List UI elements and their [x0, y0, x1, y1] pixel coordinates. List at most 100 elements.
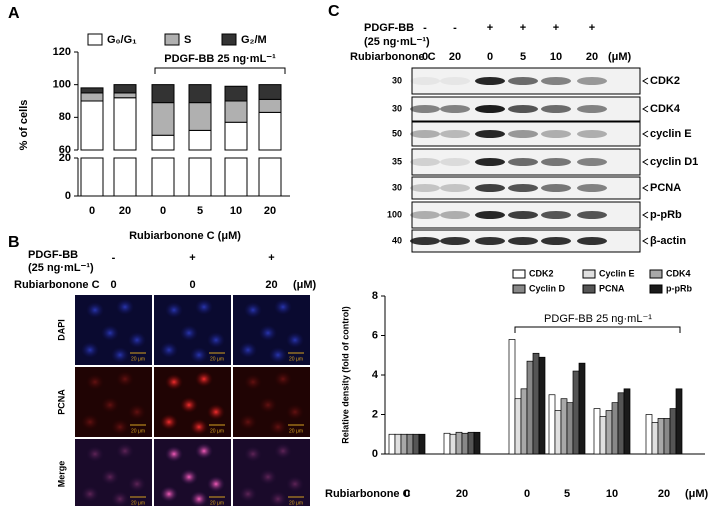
treatment-sign: + — [189, 252, 195, 264]
molecular-weight: 35 — [392, 156, 402, 166]
bar-segment — [188, 129, 212, 197]
band — [475, 211, 505, 219]
y-axis-label: % of cells — [18, 100, 30, 151]
y-tick-label: 8 — [372, 290, 378, 302]
unit: (μM) — [293, 279, 317, 291]
legend-swatch — [582, 269, 596, 279]
legend-label: PCNA — [599, 283, 625, 293]
band — [577, 130, 607, 138]
band — [541, 130, 571, 138]
nucleus — [101, 325, 119, 341]
nucleus — [274, 299, 292, 315]
band — [410, 237, 440, 245]
treatment-sign: + — [487, 22, 493, 34]
band-pointer — [642, 105, 649, 113]
scale-bar-label: 20 μm — [210, 500, 224, 506]
dose: 20 — [449, 51, 461, 63]
y-tick-label: 80 — [59, 111, 71, 123]
treatment-sign: - — [423, 22, 427, 34]
bar — [514, 398, 522, 455]
bar — [443, 432, 451, 455]
x-tick-label: 0 — [524, 488, 530, 500]
bar — [508, 339, 516, 455]
nucleus — [269, 347, 287, 363]
legend-label: S — [184, 34, 191, 46]
band-name: p-pRb — [650, 209, 682, 221]
x-tick-label: 10 — [230, 205, 242, 217]
treatment-sign: + — [589, 22, 595, 34]
dose: 5 — [520, 51, 526, 63]
nucleus — [244, 446, 262, 462]
x-axis-label: Rubiarbonone C — [325, 488, 411, 500]
molecular-weight: 30 — [392, 182, 402, 192]
nucleus — [180, 325, 198, 341]
row-header: (25 ng·mL⁻¹) — [28, 262, 94, 274]
bar-segment — [188, 102, 212, 131]
molecular-weight: 30 — [392, 75, 402, 85]
nucleus — [180, 469, 198, 485]
bar — [406, 433, 414, 455]
bar — [593, 408, 601, 455]
nucleus — [286, 404, 304, 420]
nucleus — [81, 342, 99, 358]
row-header: PDGF-BB — [364, 22, 414, 34]
treatment-sign: + — [553, 22, 559, 34]
y-axis-label: Relative density (fold of control) — [340, 306, 350, 444]
dose: 10 — [550, 51, 562, 63]
nucleus — [239, 342, 257, 358]
bar — [418, 433, 426, 455]
dose: 20 — [265, 279, 277, 291]
band-name: CDK2 — [650, 75, 680, 87]
nucleus — [128, 404, 146, 420]
dose: 0 — [189, 279, 195, 291]
nucleus — [128, 476, 146, 492]
nucleus — [195, 371, 213, 387]
legend-label: Cyclin D — [529, 283, 566, 293]
row-header: Rubiarbonone C — [350, 51, 436, 63]
legend-swatch — [649, 269, 663, 279]
nucleus — [160, 342, 178, 358]
bar — [663, 418, 671, 455]
nucleus — [207, 332, 225, 348]
band — [475, 184, 505, 192]
band — [541, 237, 571, 245]
x-tick-label: 5 — [197, 205, 203, 217]
band — [541, 105, 571, 113]
nucleus — [274, 443, 292, 459]
bar-segment — [151, 84, 175, 104]
band — [440, 211, 470, 219]
bar-segment — [113, 92, 137, 99]
molecular-weight: 30 — [392, 103, 402, 113]
band — [541, 211, 571, 219]
nucleus — [274, 371, 292, 387]
x-tick-label: 20 — [119, 205, 131, 217]
band — [475, 105, 505, 113]
bar — [617, 392, 625, 455]
scale-bar-label: 20 μm — [289, 356, 303, 362]
bar-segment — [224, 121, 248, 197]
bar — [572, 370, 580, 455]
band — [410, 158, 440, 166]
scale-bar-label: 20 μm — [210, 428, 224, 434]
nucleus — [190, 491, 208, 506]
x-tick-label: 20 — [456, 488, 468, 500]
nucleus — [86, 374, 104, 390]
blot — [411, 121, 641, 147]
nucleus — [190, 347, 208, 363]
bar — [669, 408, 677, 455]
dose: 0 — [110, 279, 116, 291]
bar-segment — [80, 92, 104, 102]
band — [475, 237, 505, 245]
nucleus — [160, 414, 178, 430]
band — [475, 158, 505, 166]
nucleus — [116, 299, 134, 315]
x-tick-label: 20 — [264, 205, 276, 217]
scale-bar-label: 20 μm — [289, 428, 303, 434]
bar — [599, 416, 607, 455]
nucleus — [259, 469, 277, 485]
bar-segment — [113, 97, 137, 197]
dose: 20 — [586, 51, 598, 63]
bar-segment — [80, 87, 104, 94]
band-name: PCNA — [650, 182, 681, 194]
